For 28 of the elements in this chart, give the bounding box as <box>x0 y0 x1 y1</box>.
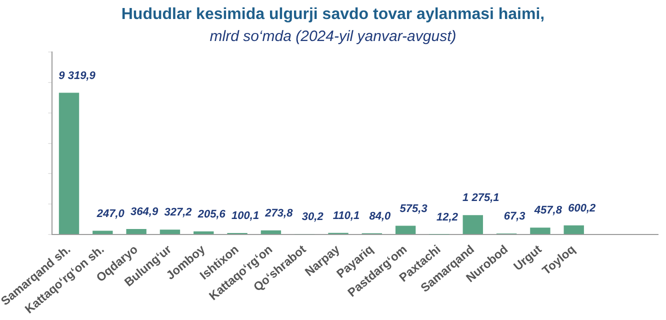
data-label: 67,3 <box>504 210 526 223</box>
data-label: 12,2 <box>436 211 458 224</box>
data-label: 100,1 <box>232 210 260 222</box>
chart-subtitle: mlrd so‘mda (2024-yil yanvar-avgust) <box>208 28 458 45</box>
data-label: 1 275,1 <box>462 192 500 204</box>
chart-title: Hududlar kesimida ulgurji savdo tovar aylanmasi haimi, <box>120 6 546 24</box>
data-label: 273,8 <box>264 207 294 220</box>
bar <box>530 228 550 234</box>
bar <box>160 230 180 234</box>
bar <box>395 226 416 234</box>
bar <box>58 92 80 234</box>
bar <box>260 230 282 234</box>
data-label: 364,9 <box>130 206 159 218</box>
data-label: 575,3 <box>400 202 428 215</box>
data-label: 30,2 <box>302 211 324 224</box>
data-label: 457,8 <box>533 204 563 217</box>
data-label: 110,1 <box>332 210 360 222</box>
data-label: 327,2 <box>164 206 192 219</box>
bar <box>462 215 483 234</box>
bar <box>194 231 214 234</box>
bar <box>564 225 584 234</box>
data-label: 247,0 <box>96 208 126 220</box>
data-label: 600,2 <box>568 202 596 214</box>
bar <box>126 228 146 234</box>
data-label: 9 319,9 <box>58 70 96 82</box>
bar <box>92 230 113 234</box>
data-label: 84,0 <box>369 210 392 222</box>
data-label: 205,6 <box>196 208 226 220</box>
